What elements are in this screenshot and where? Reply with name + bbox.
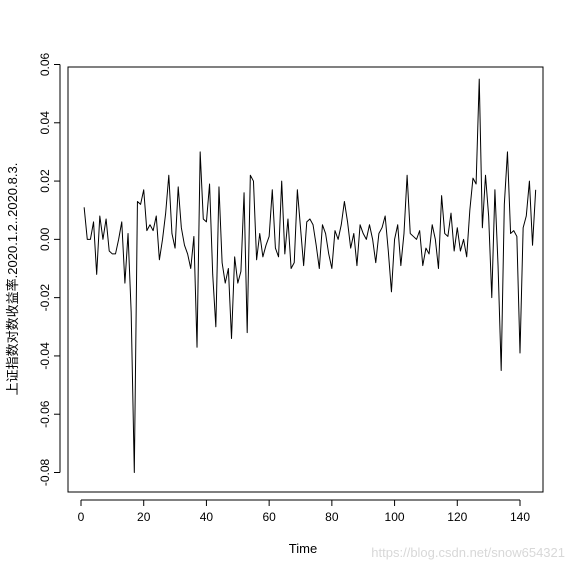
y-tick-label: -0.04 <box>38 342 52 370</box>
y-tick-label: 0.06 <box>38 52 52 76</box>
x-axis-label: Time <box>289 541 317 556</box>
y-tick-label: -0.08 <box>38 459 52 487</box>
y-tick-label: 0.02 <box>38 169 52 193</box>
y-tick-label: -0.02 <box>38 284 52 312</box>
x-tick-label: 0 <box>78 510 85 524</box>
watermark-text: https://blog.csdn.net/snow654321 <box>371 545 565 560</box>
x-tick-label: 40 <box>200 510 214 524</box>
y-axis: -0.08 -0.06 -0.04 -0.02 0.00 0.02 0.04 0.06 <box>38 52 61 487</box>
y-tick-label: -0.06 <box>38 400 52 428</box>
y-tick-label: 0.04 <box>38 111 52 135</box>
series-line <box>83 78 537 473</box>
x-tick-label: 140 <box>510 510 530 524</box>
plot-frame <box>67 66 544 493</box>
x-tick-label: 20 <box>137 510 151 524</box>
x-tick-label: 60 <box>262 510 276 524</box>
x-tick-label: 120 <box>447 510 467 524</box>
y-tick-label: 0.00 <box>38 227 52 251</box>
x-axis: 0 20 40 60 80 100 120 140 <box>78 499 530 524</box>
series-line-group <box>83 78 537 473</box>
x-tick-label: 100 <box>385 510 405 524</box>
y-axis-label: 上证指数对数收益率.2020.1.2..2020.8.3. <box>5 163 20 396</box>
x-tick-label: 80 <box>325 510 339 524</box>
